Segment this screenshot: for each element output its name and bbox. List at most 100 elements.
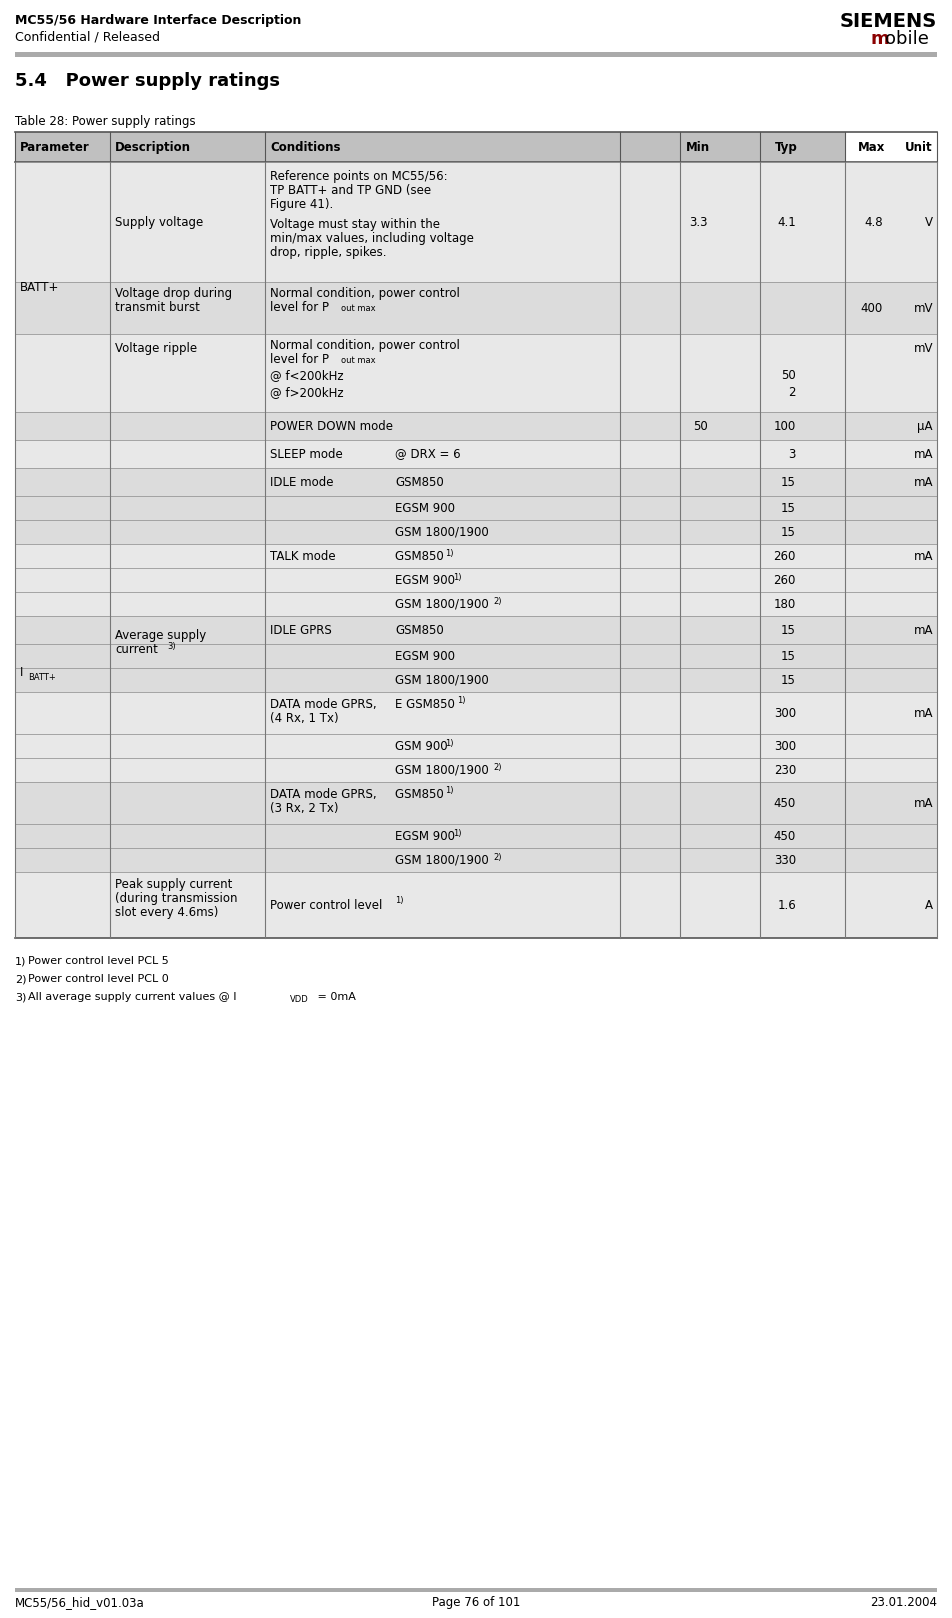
Text: 180: 180 (774, 597, 796, 610)
Text: 2: 2 (788, 385, 796, 398)
Text: GSM850: GSM850 (395, 788, 447, 801)
Text: 5.4   Power supply ratings: 5.4 Power supply ratings (15, 71, 280, 91)
Bar (15, 735, 937, 757)
Text: SLEEP mode: SLEEP mode (270, 448, 343, 461)
Text: GSM 1800/1900: GSM 1800/1900 (395, 854, 488, 867)
Text: 2): 2) (15, 974, 27, 984)
Text: level for P: level for P (270, 353, 329, 366)
Text: 450: 450 (774, 830, 796, 843)
Text: Voltage drop during: Voltage drop during (115, 286, 232, 299)
Bar (15, 440, 937, 468)
Bar (15, 333, 937, 413)
Text: Power control level PCL 5: Power control level PCL 5 (28, 956, 169, 966)
Text: 1): 1) (457, 696, 466, 705)
Text: 400: 400 (861, 301, 883, 314)
Text: MC55/56 Hardware Interface Description: MC55/56 Hardware Interface Description (15, 15, 302, 28)
Text: E GSM850: E GSM850 (395, 697, 459, 710)
Text: Table 28: Power supply ratings: Table 28: Power supply ratings (15, 115, 195, 128)
Bar (15, 1587, 937, 1592)
Text: 330: 330 (774, 854, 796, 867)
Text: GSM 1800/1900: GSM 1800/1900 (395, 764, 488, 777)
Text: 15: 15 (782, 623, 796, 636)
Text: Supply voltage: Supply voltage (115, 215, 203, 228)
Text: mV: mV (914, 301, 933, 314)
Text: All average supply current values @ I: All average supply current values @ I (28, 992, 236, 1002)
Bar (15, 282, 937, 333)
Text: slot every 4.6ms): slot every 4.6ms) (115, 906, 218, 919)
Text: GSM 1800/1900: GSM 1800/1900 (395, 673, 488, 686)
Text: GSM850: GSM850 (395, 623, 444, 636)
Text: TP BATT+ and TP GND (see: TP BATT+ and TP GND (see (270, 184, 431, 197)
Text: 1): 1) (15, 956, 27, 966)
Bar (15, 872, 937, 938)
Bar (15, 133, 845, 162)
Text: TALK mode: TALK mode (270, 550, 336, 563)
Text: BATT+: BATT+ (20, 280, 59, 293)
Text: Max: Max (858, 141, 885, 154)
Text: out max: out max (341, 304, 376, 312)
Text: 15: 15 (782, 526, 796, 539)
Text: (4 Rx, 1 Tx): (4 Rx, 1 Tx) (270, 712, 339, 725)
Text: EGSM 900: EGSM 900 (395, 573, 455, 586)
Text: POWER DOWN mode: POWER DOWN mode (270, 419, 393, 432)
Text: Power control level PCL 0: Power control level PCL 0 (28, 974, 169, 984)
Bar (15, 497, 937, 519)
Text: Power control level: Power control level (270, 898, 387, 911)
Text: 15: 15 (782, 476, 796, 489)
Text: Voltage ripple: Voltage ripple (115, 341, 197, 354)
Text: mV: mV (914, 341, 933, 354)
Bar (15, 693, 937, 735)
Text: Parameter: Parameter (20, 141, 89, 154)
Text: SIEMENS: SIEMENS (840, 11, 937, 31)
Bar (15, 848, 937, 872)
Text: mA: mA (914, 476, 933, 489)
Text: 23.01.2004: 23.01.2004 (870, 1595, 937, 1608)
Text: Unit: Unit (905, 141, 933, 154)
Text: 2): 2) (493, 762, 502, 772)
Text: 3): 3) (15, 992, 27, 1002)
Text: 50: 50 (693, 419, 708, 432)
Text: DATA mode GPRS,: DATA mode GPRS, (270, 697, 377, 710)
Text: V: V (925, 215, 933, 228)
Text: mA: mA (914, 448, 933, 461)
Text: mA: mA (914, 796, 933, 809)
Text: Reference points on MC55/56:: Reference points on MC55/56: (270, 170, 447, 183)
Text: 230: 230 (774, 764, 796, 777)
Bar (15, 162, 937, 282)
Text: Figure 41).: Figure 41). (270, 197, 333, 210)
Text: 1): 1) (445, 786, 453, 794)
Text: GSM 1800/1900: GSM 1800/1900 (395, 597, 488, 610)
Text: 300: 300 (774, 739, 796, 752)
Text: 50: 50 (782, 369, 796, 382)
Text: m: m (870, 31, 889, 49)
Bar (15, 413, 937, 440)
Bar (15, 644, 937, 668)
Bar (15, 781, 937, 824)
Text: Normal condition, power control: Normal condition, power control (270, 286, 460, 299)
Text: Description: Description (115, 141, 191, 154)
Text: A: A (925, 898, 933, 911)
Text: Conditions: Conditions (270, 141, 341, 154)
Text: out max: out max (341, 356, 376, 366)
Text: 15: 15 (782, 673, 796, 686)
Text: mA: mA (914, 707, 933, 720)
Bar (15, 544, 937, 568)
Bar (15, 668, 937, 693)
Text: EGSM 900: EGSM 900 (395, 502, 455, 515)
Text: (during transmission: (during transmission (115, 892, 237, 904)
Text: 2): 2) (493, 853, 502, 861)
Text: 4.1: 4.1 (777, 215, 796, 228)
Text: 2): 2) (493, 597, 502, 605)
Text: 260: 260 (774, 550, 796, 563)
Bar (15, 616, 937, 644)
Text: Min: Min (685, 141, 710, 154)
Text: EGSM 900: EGSM 900 (395, 830, 455, 843)
Text: transmit burst: transmit burst (115, 301, 200, 314)
Text: 1.6: 1.6 (777, 898, 796, 911)
Text: 15: 15 (782, 502, 796, 515)
Bar (15, 519, 937, 544)
Text: 1): 1) (445, 738, 453, 748)
Bar (15, 592, 937, 616)
Text: IDLE GPRS: IDLE GPRS (270, 623, 331, 636)
Bar (15, 568, 937, 592)
